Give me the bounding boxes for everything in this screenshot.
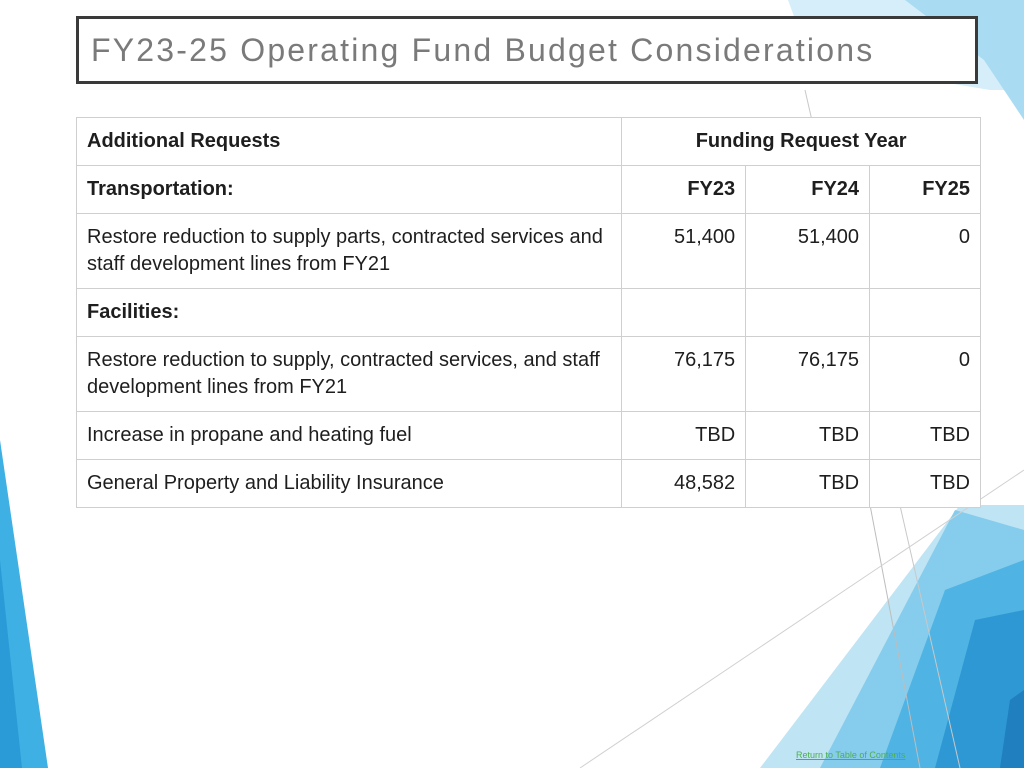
header-funding-request-year: Funding Request Year [621, 117, 981, 166]
accent-shape-left-2 [0, 560, 22, 768]
row-label: Restore reduction to supply parts, contr… [75, 213, 623, 289]
cell-fy23: 51,400 [621, 213, 747, 289]
accent-shape-br-5 [1000, 690, 1024, 768]
accent-line-2 [869, 504, 921, 768]
title-box: FY23-25 Operating Fund Budget Considerat… [76, 16, 978, 84]
row-label: Restore reduction to supply, contracted … [75, 336, 623, 412]
table-row: Restore reduction to supply, contracted … [75, 336, 981, 412]
row-label: General Property and Liability Insurance [75, 459, 623, 508]
cell-fy23: 76,175 [621, 336, 747, 412]
row-label: Increase in propane and heating fuel [75, 411, 623, 460]
table-row: Restore reduction to supply parts, contr… [75, 213, 981, 289]
cell-fy25: TBD [869, 459, 981, 508]
col-fy23-header: FY23 [621, 165, 747, 214]
page-title: FY23-25 Operating Fund Budget Considerat… [91, 31, 875, 68]
row-label: Transportation: [75, 165, 623, 214]
table-row-facilities: Facilities: [75, 288, 981, 337]
accent-shape-br-4 [935, 610, 1024, 768]
cell-fy25 [869, 288, 981, 337]
table-header-row: Additional Requests Funding Request Year [75, 117, 981, 166]
cell-fy25: 0 [869, 213, 981, 289]
col-fy25-header: FY25 [869, 165, 981, 214]
cell-fy24: 76,175 [745, 336, 871, 412]
table-row-transportation: Transportation: FY23 FY24 FY25 [75, 165, 981, 214]
cell-fy24: 51,400 [745, 213, 871, 289]
cell-fy24: TBD [745, 411, 871, 460]
budget-table: Additional Requests Funding Request Year… [75, 117, 981, 508]
cell-fy25: TBD [869, 411, 981, 460]
cell-fy24: TBD [745, 459, 871, 508]
cell-fy24 [745, 288, 871, 337]
cell-fy23: 48,582 [621, 459, 747, 508]
cell-fy25: 0 [869, 336, 981, 412]
cell-fy23: TBD [621, 411, 747, 460]
table-row: Increase in propane and heating fuel TBD… [75, 411, 981, 460]
return-to-toc-link[interactable]: Return to Table of Contents [796, 750, 906, 760]
table-row: General Property and Liability Insurance… [75, 459, 981, 508]
cell-fy23 [621, 288, 747, 337]
accent-line-3 [579, 469, 1024, 768]
header-additional-requests: Additional Requests [75, 117, 623, 166]
accent-shape-top-right-2 [905, 0, 1024, 120]
col-fy24-header: FY24 [745, 165, 871, 214]
row-label: Facilities: [75, 288, 623, 337]
